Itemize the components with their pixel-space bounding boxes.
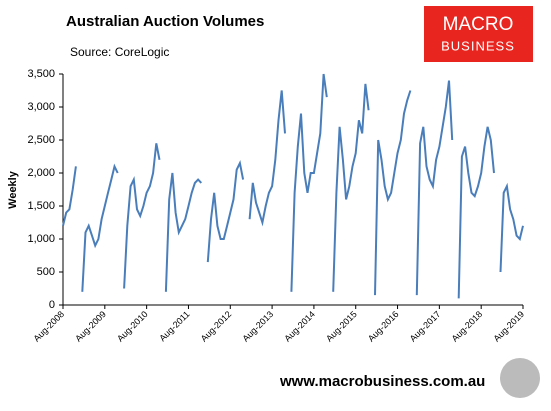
logo-text: MACRO (443, 14, 514, 35)
y-tick-label: 2,500 (27, 134, 55, 146)
x-tick-label: Aug-2019 (491, 309, 526, 344)
x-tick-label: Aug-2017 (408, 309, 443, 344)
chart-title: Australian Auction Volumes (66, 13, 264, 30)
x-tick-label: Aug-2009 (73, 309, 108, 344)
footer: www.macrobusiness.com.au (279, 373, 485, 390)
x-tick-label: Aug-2010 (115, 309, 150, 344)
y-tick-label: 500 (37, 266, 55, 278)
x-tick-label: Aug-2018 (450, 309, 485, 344)
y-tick-label: 2,000 (27, 167, 55, 179)
logo-box (424, 6, 533, 62)
chart-subtitle: Source: CoreLogic (70, 45, 169, 59)
y-tick-label: 1,000 (27, 233, 55, 245)
y-tick-label: 0 (49, 299, 55, 311)
x-tick-label: Aug-2013 (241, 309, 276, 344)
y-axis-label: Weekly (7, 170, 19, 209)
y-tick-label: 3,500 (27, 68, 55, 80)
x-tick-label: Aug-2014 (282, 309, 317, 344)
y-tick-label: 3,000 (27, 101, 55, 113)
x-tick-label: Aug-2008 (31, 309, 66, 344)
data-line (62, 73, 524, 299)
x-tick-label: Aug-2015 (324, 309, 359, 344)
logo-text: BUSINESS (441, 38, 515, 53)
x-tick-label: Aug-2016 (366, 309, 401, 344)
y-tick-label: 1,500 (27, 200, 55, 212)
wolf-icon (500, 358, 540, 398)
x-tick-label: Aug-2012 (199, 309, 234, 344)
x-tick-label: Aug-2011 (157, 309, 191, 343)
